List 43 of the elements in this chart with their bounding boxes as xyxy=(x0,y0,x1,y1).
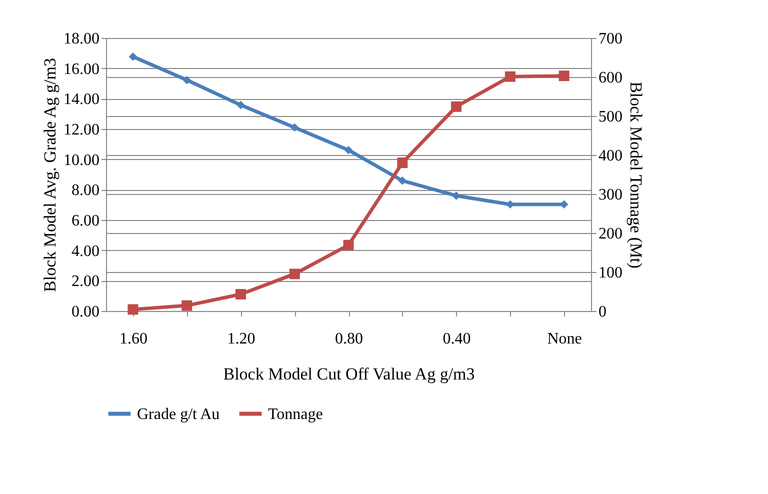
point xyxy=(290,123,299,132)
y-tick-label: 18.00 xyxy=(64,30,100,48)
x-axis-title: Block Model Cut Off Value Ag g/m3 xyxy=(223,364,475,384)
point xyxy=(182,76,192,84)
point xyxy=(128,52,138,61)
y2-tick-label: 200 xyxy=(598,226,622,242)
point xyxy=(451,101,462,112)
y2-tick-label: 400 xyxy=(598,148,622,164)
x-tick-label: 0.80 xyxy=(335,330,363,348)
point xyxy=(236,100,245,110)
y-tick-label: 0.00 xyxy=(72,304,100,320)
y-tick-label: 8.00 xyxy=(72,182,100,200)
point xyxy=(235,288,246,300)
y2-tick-label: 0 xyxy=(598,304,606,320)
y2-tick-label: 600 xyxy=(598,70,622,86)
y-tick-label: 12.00 xyxy=(64,122,100,138)
y-tick-label: 6.00 xyxy=(72,212,100,230)
x-tick-label: 1.60 xyxy=(119,330,148,348)
point xyxy=(344,146,353,154)
y2-tick-label: 300 xyxy=(598,186,622,204)
y2-tick-label: 100 xyxy=(598,264,622,282)
x-tick-label: 1.20 xyxy=(227,330,256,348)
y2-tick-label: 500 xyxy=(598,108,622,126)
x-tick-label: 0.40 xyxy=(442,330,471,348)
point xyxy=(558,70,570,82)
legend-label: Tonnage xyxy=(268,406,323,423)
y-tick-label: 14.00 xyxy=(64,91,100,108)
y-tick-label: 10.00 xyxy=(64,152,100,169)
point xyxy=(289,268,300,280)
y-tick-label: 16.00 xyxy=(64,60,100,78)
point xyxy=(343,240,354,250)
point xyxy=(398,176,407,185)
y-tick-label: 4.00 xyxy=(72,242,100,260)
legend-label: Grade g/t Au xyxy=(137,406,220,423)
y2-tick-label: 700 xyxy=(598,30,622,48)
x-tick-label: None xyxy=(547,330,582,348)
point xyxy=(182,300,192,311)
y-tick-label: 2.00 xyxy=(72,273,100,290)
point xyxy=(128,304,138,315)
y-axis-title: Block Model Avg. Grade Ag g/m3 xyxy=(40,58,60,292)
point xyxy=(504,71,516,82)
point xyxy=(397,158,408,168)
y2-axis-title: Block Model Tonnage (Mt) xyxy=(626,82,646,268)
